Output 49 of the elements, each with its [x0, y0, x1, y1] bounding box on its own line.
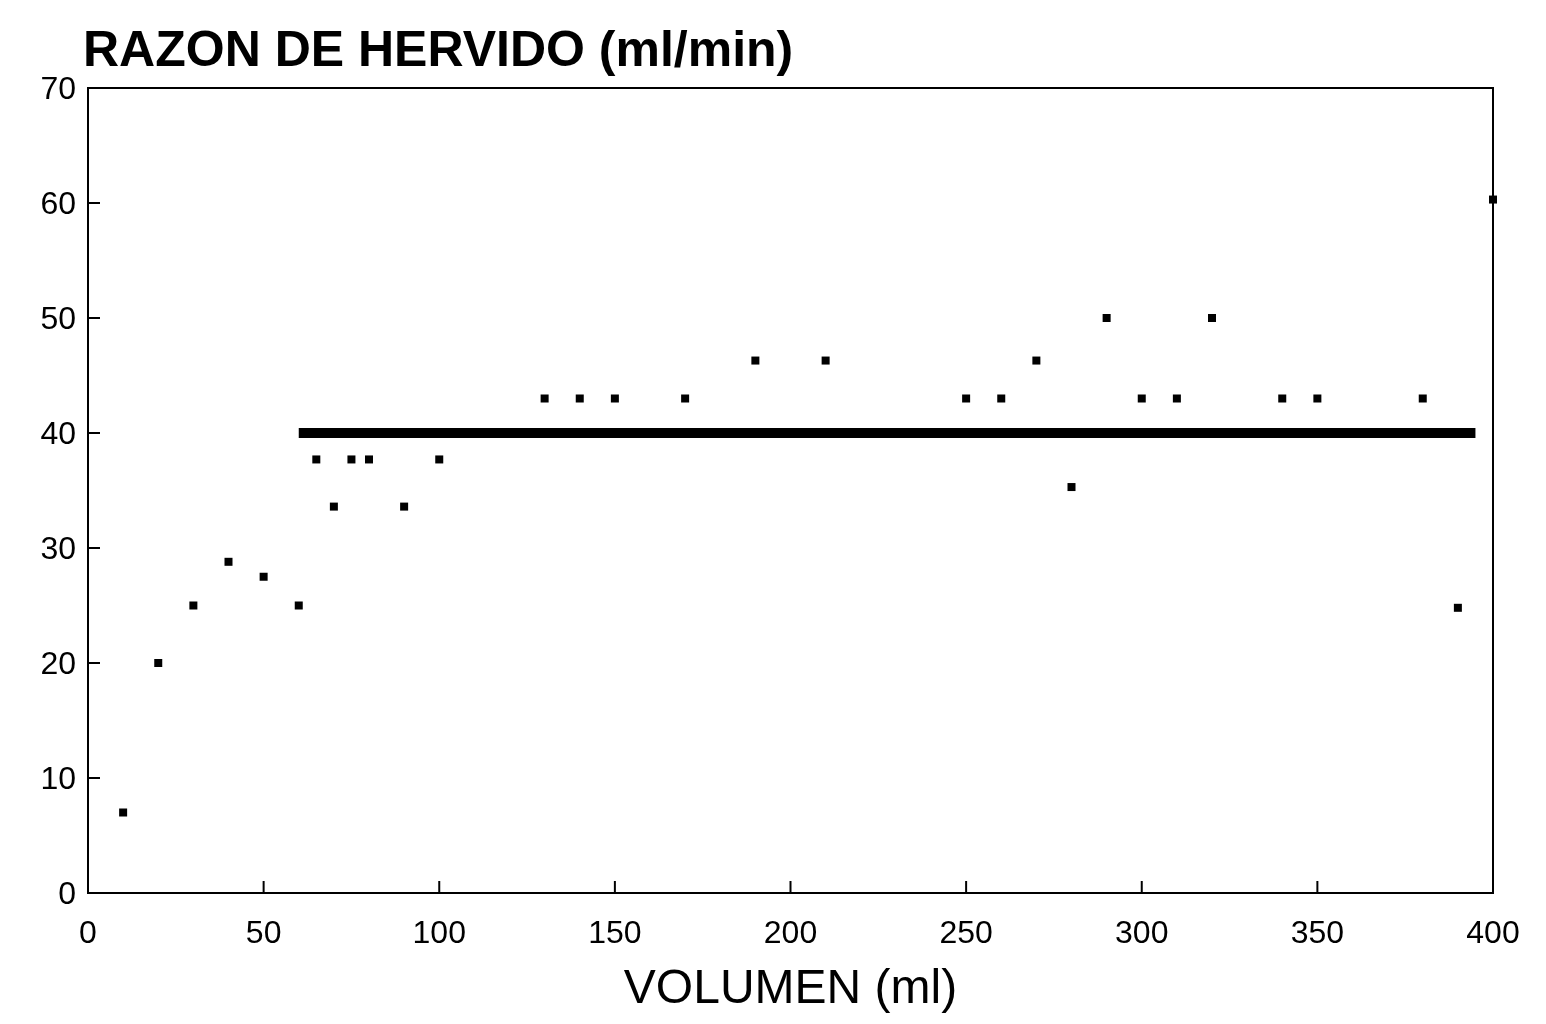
y-tick-label: 60: [40, 185, 76, 222]
point: [294, 601, 303, 610]
x-tick-label: 350: [1290, 914, 1345, 950]
y-tick-label: 10: [40, 760, 76, 797]
y-tick-label: 20: [40, 645, 76, 682]
x-tick-label: 400: [1466, 914, 1520, 950]
point: [1137, 394, 1146, 403]
y-tick-label: 40: [40, 415, 76, 452]
x-tick-label: 50: [245, 914, 282, 950]
x-tick-label: 100: [412, 914, 466, 950]
point: [1032, 356, 1041, 365]
x-tick-label: 200: [763, 914, 818, 950]
point: [329, 502, 338, 511]
point: [312, 455, 321, 464]
point: [435, 455, 444, 464]
point: [1102, 314, 1111, 322]
point: [365, 455, 373, 464]
point: [347, 455, 356, 464]
point: [821, 356, 830, 365]
point: [962, 394, 971, 403]
x-axis-title: VOLUMEN (ml): [623, 960, 958, 1013]
point: [1067, 483, 1076, 492]
point: [997, 394, 1006, 403]
point: [224, 557, 233, 566]
point: [154, 659, 163, 667]
point: [119, 808, 128, 817]
x-tick-label: 150: [588, 914, 642, 950]
point: [1208, 314, 1216, 322]
point: [259, 572, 268, 581]
y-tick-label: 50: [40, 300, 76, 337]
point: [1418, 394, 1427, 403]
x-tick-label: 300: [1115, 914, 1169, 950]
y-tick-label: 70: [40, 70, 76, 107]
chart-title: RAZON DE HERVIDO (ml/min): [83, 21, 794, 77]
y-tick-label: 30: [40, 530, 76, 567]
point: [400, 502, 409, 511]
point: [1489, 195, 1497, 204]
point: [540, 394, 549, 403]
x-tick-label: 250: [939, 914, 993, 950]
point: [751, 356, 760, 365]
point: [189, 601, 198, 610]
point: [1313, 394, 1322, 403]
point: [610, 394, 619, 403]
point: [1453, 603, 1462, 612]
point: [1278, 394, 1287, 403]
point: [681, 394, 690, 403]
y-tick-label: 0: [58, 875, 76, 912]
point: [575, 394, 584, 403]
point: [1172, 394, 1181, 403]
